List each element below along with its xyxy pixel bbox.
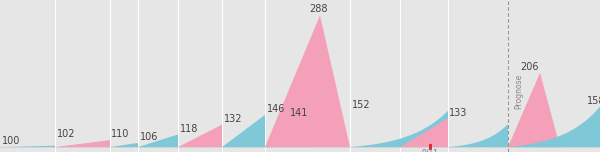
Polygon shape bbox=[178, 125, 222, 147]
Text: 110: 110 bbox=[111, 129, 130, 139]
Text: 132: 132 bbox=[224, 114, 242, 124]
Text: 288: 288 bbox=[309, 4, 327, 14]
Text: 9/11: 9/11 bbox=[421, 149, 439, 152]
Text: 158: 158 bbox=[587, 96, 600, 106]
Text: 141: 141 bbox=[290, 108, 308, 118]
Text: 118: 118 bbox=[180, 124, 199, 134]
Polygon shape bbox=[448, 124, 508, 147]
Polygon shape bbox=[400, 118, 448, 147]
Polygon shape bbox=[110, 143, 138, 147]
Text: 206: 206 bbox=[520, 62, 539, 72]
Polygon shape bbox=[222, 115, 265, 147]
Polygon shape bbox=[508, 73, 560, 147]
Polygon shape bbox=[138, 135, 178, 147]
Polygon shape bbox=[0, 146, 55, 147]
Polygon shape bbox=[508, 106, 600, 147]
Polygon shape bbox=[55, 140, 110, 147]
Text: 152: 152 bbox=[352, 100, 371, 110]
Text: 100: 100 bbox=[2, 136, 20, 146]
Polygon shape bbox=[265, 118, 310, 147]
Text: Prognose: Prognose bbox=[514, 73, 523, 109]
Text: 102: 102 bbox=[57, 129, 76, 139]
Polygon shape bbox=[265, 15, 350, 147]
Text: 133: 133 bbox=[449, 108, 467, 118]
Text: 106: 106 bbox=[140, 132, 158, 142]
Polygon shape bbox=[350, 111, 448, 147]
Text: 146: 146 bbox=[267, 104, 286, 114]
